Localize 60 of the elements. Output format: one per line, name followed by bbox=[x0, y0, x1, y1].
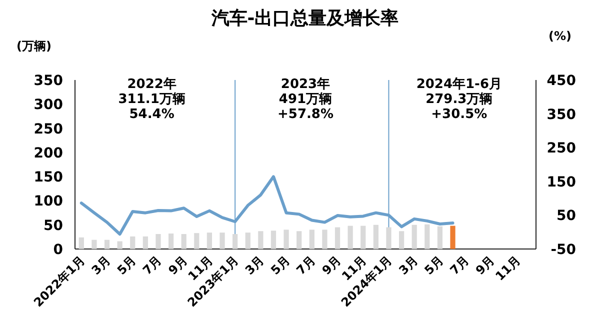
bar bbox=[412, 224, 417, 249]
bar bbox=[334, 227, 340, 249]
bar bbox=[206, 232, 212, 249]
y-tick-label: 150 bbox=[34, 170, 64, 186]
x-tick-label: 3月 bbox=[396, 253, 420, 278]
bar bbox=[168, 234, 174, 249]
y2-tick-label: 350 bbox=[546, 106, 576, 123]
x-tick-label: 5月 bbox=[114, 253, 139, 278]
bar bbox=[322, 230, 328, 249]
bar bbox=[220, 232, 225, 249]
y-axis-title: (万辆) bbox=[16, 39, 52, 53]
bar bbox=[78, 237, 84, 249]
y2-tick-label: 50 bbox=[556, 208, 576, 224]
bar bbox=[142, 236, 148, 249]
bar bbox=[398, 231, 404, 249]
title: 汽车-出口总量及增长率 bbox=[211, 8, 399, 29]
bar bbox=[386, 227, 392, 249]
annotation: 2024年1-6月 279.3万辆 +30.5% bbox=[416, 77, 502, 122]
bar bbox=[104, 240, 110, 249]
y-tick-label: 300 bbox=[34, 97, 64, 114]
x-tick-label: 5月 bbox=[268, 253, 292, 278]
x-tick-label: 7月 bbox=[140, 253, 164, 278]
bar bbox=[156, 234, 161, 249]
annotation: 2022年 311.1万辆 54.4% bbox=[118, 77, 186, 122]
y2-tick-label: 150 bbox=[546, 174, 576, 190]
bar bbox=[92, 240, 97, 249]
bar bbox=[245, 232, 250, 249]
x-tick-label: 7月 bbox=[294, 253, 318, 278]
bar bbox=[181, 234, 186, 249]
y-tick-label: 200 bbox=[34, 145, 64, 162]
bar bbox=[284, 230, 289, 249]
x-tick-label: 5月 bbox=[422, 253, 446, 278]
x-tick-label: 7月 bbox=[447, 253, 472, 278]
y-tick-label: 350 bbox=[34, 73, 64, 89]
bar bbox=[117, 241, 122, 249]
bar bbox=[130, 236, 136, 249]
y2-tick-label: 450 bbox=[546, 73, 576, 89]
y2-tick-label: 250 bbox=[546, 140, 576, 157]
x-tick-label: 3月 bbox=[88, 253, 114, 278]
y2-tick-label: -50 bbox=[550, 242, 576, 258]
bar bbox=[296, 231, 302, 249]
x-tick-label: 3月 bbox=[242, 253, 267, 278]
y2-axis-title: (%) bbox=[548, 29, 572, 43]
bar bbox=[270, 230, 276, 249]
y-tick-label: 100 bbox=[34, 194, 64, 210]
bar bbox=[373, 224, 378, 249]
bar bbox=[437, 226, 443, 249]
bar bbox=[232, 234, 238, 249]
x-tick-label: 11月 bbox=[492, 253, 523, 284]
annotation: 2023年 491万辆 +57.8% bbox=[278, 77, 334, 122]
bar bbox=[258, 231, 264, 249]
y-tick-label: 0 bbox=[53, 242, 64, 258]
bar bbox=[348, 226, 353, 249]
bar bbox=[309, 230, 314, 249]
bar bbox=[450, 226, 456, 249]
y-tick-label: 50 bbox=[44, 218, 64, 234]
y-tick-label: 250 bbox=[34, 121, 64, 138]
bar bbox=[194, 233, 200, 249]
bar bbox=[360, 226, 366, 249]
bar bbox=[424, 224, 430, 249]
